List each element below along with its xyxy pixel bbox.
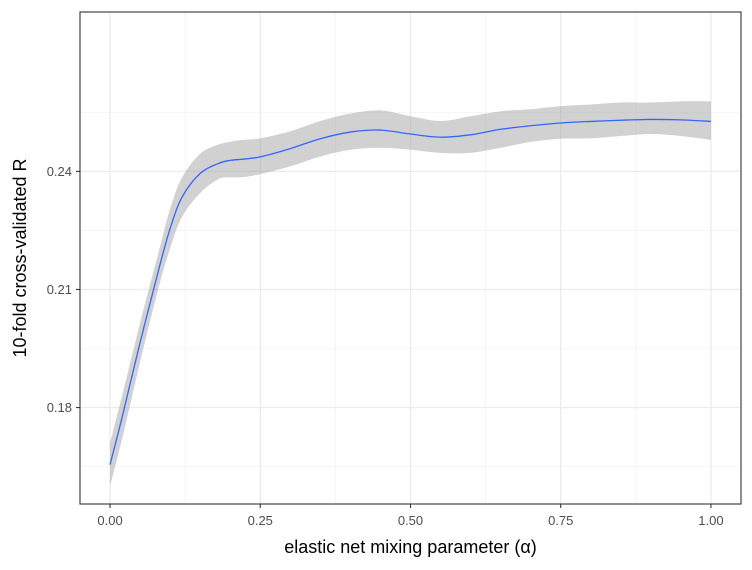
y-tick-label: 0.21 [47,282,72,297]
fitted-line [109,118,711,465]
grid-major [80,12,741,504]
x-tick-label: 0.25 [248,513,273,528]
x-tick-label: 0.00 [97,513,122,528]
y-tick-label: 0.24 [47,164,72,179]
y-tick-label: 0.18 [47,400,72,415]
x-tick-label: 1.00 [698,513,723,528]
x-axis-title: elastic net mixing parameter (α) [284,537,537,557]
y-axis-ticks: 0.18 0.21 0.24 [47,164,80,415]
y-axis-title: 10-fold cross-validated R [10,158,30,357]
series-lines [109,118,711,465]
x-tick-label: 0.75 [548,513,573,528]
x-tick-label: 0.50 [398,513,423,528]
x-axis-ticks: 0.00 0.25 0.50 0.75 1.00 [97,504,724,528]
